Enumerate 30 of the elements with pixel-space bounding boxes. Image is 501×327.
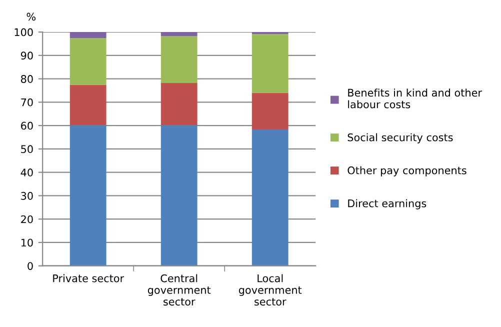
y-tick-label: 30 — [21, 192, 33, 200]
y-tick-label: 90 — [20, 52, 33, 60]
y-tick-label: 20 — [21, 215, 33, 224]
y-tick-label: 10 — [21, 238, 33, 247]
bar — [70, 84, 106, 126]
bar — [160, 125, 198, 266]
y-tick-label: 0 — [28, 262, 33, 270]
legend-label: Benefits in kind and other labour costs — [348, 88, 482, 108]
bar — [252, 34, 288, 93]
bar — [70, 125, 106, 266]
y-axis-title: % — [26, 12, 36, 21]
bar — [252, 92, 288, 130]
bar — [70, 38, 106, 85]
bar — [160, 83, 198, 126]
x-tick-label: Private sector — [53, 274, 124, 282]
y-tick-label: 50 — [21, 145, 33, 154]
bar — [70, 32, 106, 38]
legend-label: Other pay components — [348, 166, 466, 176]
legend-label: Social security costs — [348, 133, 453, 144]
x-tick-label: Central government sector — [148, 274, 211, 306]
y-tick-label: 60 — [21, 122, 33, 130]
bar — [160, 32, 198, 36]
y-tick-label: 100 — [14, 28, 33, 36]
bar — [160, 36, 198, 84]
x-tick-label: Local government sector — [238, 274, 302, 306]
bar — [252, 130, 288, 266]
legend-label: Direct earnings — [348, 199, 426, 210]
y-tick-label: 70 — [21, 98, 33, 106]
y-tick-label: 80 — [21, 75, 33, 83]
y-tick-label: 40 — [20, 168, 33, 176]
